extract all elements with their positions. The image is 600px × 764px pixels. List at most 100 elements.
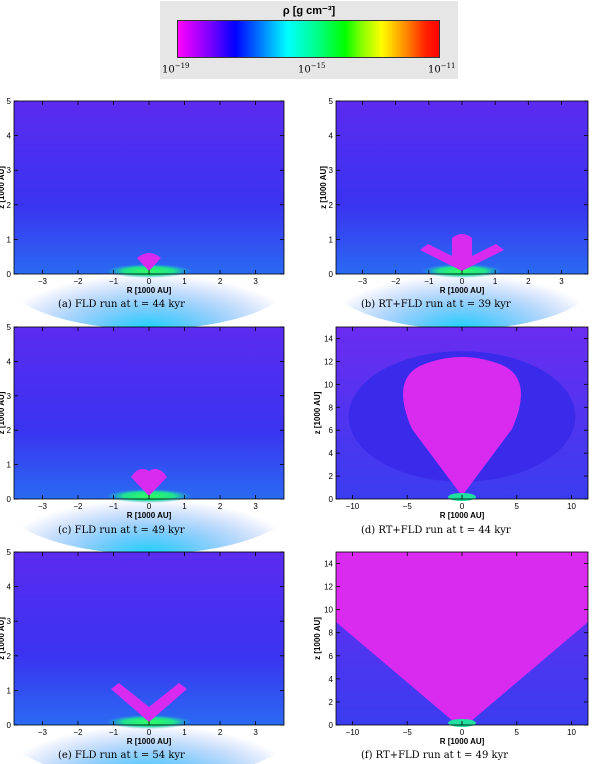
caption-e: (e) FLD run at t = 54 kyr	[58, 750, 185, 761]
y-tick-label: 0	[7, 495, 12, 504]
x-axis-label: R [1000 AU]	[440, 286, 485, 295]
x-tick-label: 5	[515, 728, 520, 737]
y-tick-label: 1	[7, 235, 12, 244]
x-axis-label: R [1000 AU]	[127, 511, 172, 520]
x-tick-label: −2	[73, 277, 83, 286]
y-tick-label: 3	[7, 392, 12, 401]
outflow-cavity	[336, 552, 588, 722]
y-tick-label: 2	[7, 201, 12, 210]
x-tick-label: −10	[346, 728, 360, 737]
x-tick-label: 1	[493, 277, 498, 286]
y-tick-label: 2	[7, 426, 12, 435]
y-tick-label: 3	[7, 617, 12, 626]
y-tick-label: 4	[7, 583, 12, 592]
x-tick-label: 3	[253, 502, 258, 511]
y-tick-label: 2	[329, 698, 334, 707]
x-tick-label: 2	[218, 277, 223, 286]
outflow-cavity	[420, 234, 504, 271]
x-tick-label: 3	[253, 277, 258, 286]
y-tick-label: 0	[329, 495, 334, 504]
y-tick-label: 1	[7, 686, 12, 695]
x-tick-label: 0	[147, 502, 152, 511]
x-tick-label: 0	[460, 728, 465, 737]
outflow-cavity	[111, 683, 187, 722]
x-tick-label: −3	[38, 277, 48, 286]
x-tick-label: 1	[182, 728, 187, 737]
x-tick-label: −3	[38, 502, 48, 511]
outflow-cavity	[131, 469, 167, 496]
x-axis-label: R [1000 AU]	[440, 511, 485, 520]
x-tick-label: 3	[253, 728, 258, 737]
x-tick-label: −2	[73, 502, 83, 511]
panel-e: −3 −2 −1 0 1 2 3 0 1 2 3 4 5 R [1000 AU] z [1000 AU]	[0, 548, 298, 764]
y-tick-label: 14	[324, 334, 333, 343]
x-axis-label: R [1000 AU]	[127, 737, 172, 746]
y-tick-label: 4	[7, 132, 12, 141]
colorbar-title: ρ [g cm⁻³]	[282, 5, 336, 17]
caption-b: (b) RT+FLD run at t = 39 kyr	[361, 299, 511, 310]
y-axis-label: z [1000 AU]	[0, 617, 6, 660]
colorbar-tick-max: 10−11	[428, 62, 456, 76]
panel-b: −3 −2 −1 0 1 2 3 0 1 2 3 4 5 R [1000 AU] z [1000 AU]	[319, 97, 600, 330]
y-tick-label: 2	[329, 201, 334, 210]
y-tick-label: 0	[7, 721, 12, 730]
y-tick-label: 0	[7, 270, 12, 279]
y-tick-label: 0	[329, 270, 334, 279]
panel-a: −3 −2 −1 0 1 2 3 0 1 2 3 4 5 R [1000 AU] z [1000 AU]	[0, 97, 298, 330]
x-tick-label: 2	[218, 502, 223, 511]
colorbar-tick-mid: 10−15	[298, 62, 326, 76]
y-axis-label: z [1000 AU]	[0, 391, 6, 434]
caption-d: (d) RT+FLD run at t = 44 kyr	[361, 525, 511, 536]
y-tick-label: 5	[329, 97, 334, 106]
y-tick-label: 8	[329, 629, 334, 638]
y-tick-label: 4	[329, 449, 334, 458]
caption-f: (f) RT+FLD run at t = 49 kyr	[361, 750, 509, 761]
x-axis-label: R [1000 AU]	[440, 737, 485, 746]
y-tick-label: 6	[329, 652, 334, 661]
panel-c: −3 −2 −1 0 1 2 3 0 1 2 3 4 5 R [1000 AU] z [1000 AU]	[0, 323, 298, 555]
x-tick-label: −2	[73, 728, 83, 737]
y-tick-label: 1	[329, 235, 334, 244]
colorbar-gradient	[177, 20, 440, 58]
x-tick-label: −5	[403, 728, 413, 737]
y-axis-label: z [1000 AU]	[313, 391, 322, 434]
x-tick-label: 0	[460, 502, 465, 511]
y-tick-label: 1	[7, 461, 12, 470]
x-tick-label: 2	[526, 277, 531, 286]
panel-d: −10 −5 0 5 10 0 2 4 6 8 10 12 14 R [1000 AU] z [1000 A…	[313, 326, 589, 520]
x-tick-label: −5	[403, 502, 413, 511]
y-tick-label: 4	[329, 132, 334, 141]
x-axis-label: R [1000 AU]	[127, 286, 172, 295]
y-tick-label: 2	[7, 652, 12, 661]
x-tick-label: 10	[567, 728, 576, 737]
outflow-cavity	[137, 253, 161, 271]
x-tick-label: −1	[109, 502, 119, 511]
x-tick-label: −3	[358, 277, 368, 286]
y-tick-label: 8	[329, 403, 334, 412]
y-axis-label: z [1000 AU]	[0, 166, 6, 209]
panel-f: −10 −5 0 5 10 0 2 4 6 8 10 12 14 R [1000 AU] z [1000 A…	[313, 551, 589, 746]
y-tick-label: 4	[7, 357, 12, 366]
x-tick-label: 1	[182, 277, 187, 286]
x-tick-label: −10	[346, 502, 360, 511]
y-tick-label: 4	[329, 675, 334, 684]
y-tick-label: 0	[329, 721, 334, 730]
x-tick-label: −3	[38, 728, 48, 737]
y-tick-label: 3	[329, 166, 334, 175]
y-axis-label: z [1000 AU]	[319, 166, 328, 209]
y-tick-label: 10	[324, 606, 333, 615]
y-tick-label: 14	[324, 560, 333, 569]
x-tick-label: −2	[391, 277, 401, 286]
x-tick-label: −1	[109, 728, 119, 737]
y-tick-label: 10	[324, 380, 333, 389]
caption-c: (c) FLD run at t = 49 kyr	[58, 525, 185, 536]
y-tick-label: 12	[324, 583, 333, 592]
x-tick-label: 10	[567, 502, 576, 511]
y-tick-label: 12	[324, 357, 333, 366]
x-tick-label: 5	[515, 502, 520, 511]
caption-a: (a) FLD run at t = 44 kyr	[58, 299, 185, 310]
y-tick-label: 3	[7, 166, 12, 175]
y-axis-label: z [1000 AU]	[313, 617, 322, 660]
x-tick-label: 2	[218, 728, 223, 737]
